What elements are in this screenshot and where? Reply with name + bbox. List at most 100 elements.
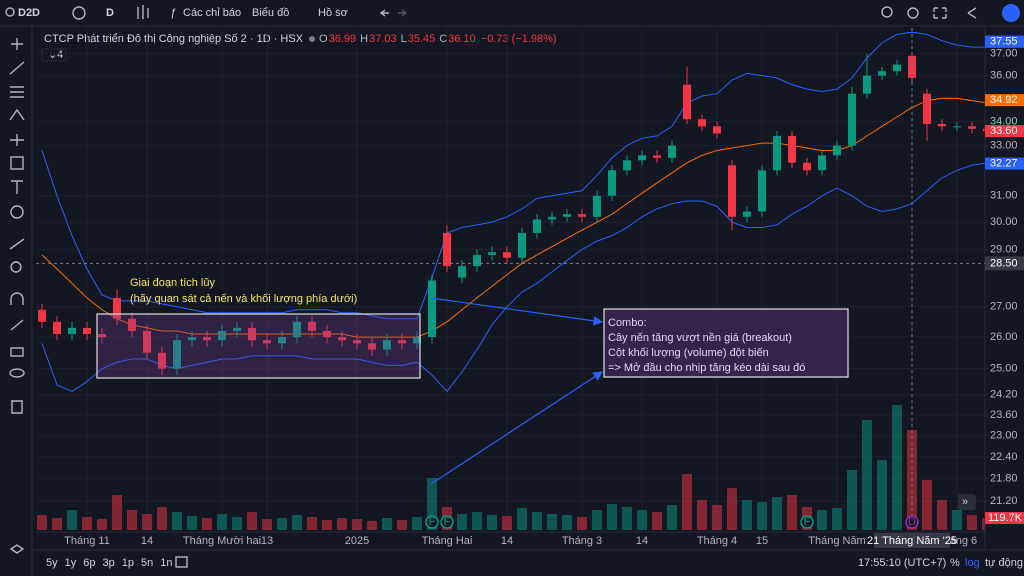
y-tick-label: 27.00 bbox=[990, 301, 1018, 313]
candle-body bbox=[743, 211, 751, 217]
candle-body bbox=[323, 330, 331, 338]
range-button[interactable]: 1y bbox=[65, 557, 77, 569]
y-tick-label: 25.00 bbox=[990, 363, 1018, 375]
replay-icon[interactable] bbox=[881, 6, 893, 18]
combo-line[interactable]: Cột khối lượng (volume) đột biến bbox=[608, 347, 769, 359]
volume-bar bbox=[37, 515, 47, 530]
magnet-tool[interactable] bbox=[10, 292, 24, 305]
indicator-toggle[interactable] bbox=[41, 48, 67, 62]
pattern-tool[interactable] bbox=[9, 108, 25, 121]
delete-tool[interactable] bbox=[11, 400, 23, 414]
indicators[interactable]: Các chỉ báo bbox=[183, 7, 241, 19]
range-button[interactable]: 6p bbox=[83, 557, 95, 569]
arrow-candle[interactable] bbox=[430, 297, 604, 326]
y-tick-label: 26.00 bbox=[990, 331, 1018, 343]
candle-body bbox=[128, 318, 136, 331]
x-tick-label: 2025 bbox=[345, 535, 369, 547]
redo[interactable] bbox=[398, 9, 408, 17]
candle-body bbox=[218, 330, 226, 341]
goto-date[interactable] bbox=[175, 556, 188, 568]
candle-type-icon[interactable] bbox=[137, 5, 149, 19]
text-tool[interactable] bbox=[11, 180, 23, 194]
shape-tool[interactable] bbox=[10, 156, 24, 170]
fib-tool[interactable] bbox=[10, 86, 24, 98]
log-toggle[interactable]: log bbox=[965, 557, 980, 569]
candle-body bbox=[893, 64, 901, 72]
candle-body bbox=[188, 337, 196, 341]
profile[interactable]: Hồ sơ bbox=[318, 7, 348, 19]
auto-toggle[interactable]: tự động bbox=[985, 557, 1023, 569]
top-bar bbox=[0, 0, 1024, 26]
zoom-tool[interactable] bbox=[10, 261, 22, 273]
volume-bar bbox=[157, 507, 167, 530]
candle-body bbox=[203, 337, 211, 341]
add-symbol[interactable] bbox=[72, 6, 86, 20]
y-tick-label: 37.00 bbox=[990, 48, 1018, 60]
visibility-tool[interactable] bbox=[9, 368, 25, 378]
trendline-tool[interactable] bbox=[9, 61, 25, 75]
ruler-tool[interactable] bbox=[9, 238, 25, 250]
scroll-right[interactable] bbox=[958, 494, 976, 510]
volume-bar bbox=[832, 508, 842, 530]
candle-body bbox=[263, 340, 271, 344]
event-marker bbox=[440, 515, 454, 529]
scroll-right-icon[interactable]: » bbox=[962, 496, 968, 508]
interval[interactable]: D bbox=[106, 7, 114, 19]
symbol[interactable]: D2D bbox=[18, 7, 40, 19]
volume-bar bbox=[187, 516, 197, 530]
candle-body bbox=[863, 75, 871, 94]
accumulation-note[interactable]: (hãy quan sát cả nến và khối lượng phía … bbox=[130, 293, 357, 305]
candle-body bbox=[518, 232, 526, 258]
arrow-volume[interactable] bbox=[430, 371, 604, 485]
event-marker bbox=[425, 515, 439, 529]
percent-toggle[interactable]: % bbox=[950, 557, 960, 569]
combo-line[interactable]: Combo: bbox=[608, 317, 647, 329]
search-icon[interactable] bbox=[5, 7, 15, 17]
combo-box[interactable] bbox=[603, 308, 849, 378]
settings-icon[interactable] bbox=[907, 7, 919, 19]
x-tick-label: 14 bbox=[141, 535, 153, 547]
x-tick-label: Tháng Hai bbox=[422, 535, 473, 547]
volume-bar bbox=[952, 510, 962, 530]
range-button[interactable]: 5y bbox=[46, 557, 58, 569]
combo-line[interactable]: Cây nến tăng vượt nền giá (breakout) bbox=[608, 332, 792, 344]
x-tick-label: 14 bbox=[636, 535, 648, 547]
range-button[interactable]: 5n bbox=[141, 557, 153, 569]
volume-bar bbox=[517, 508, 527, 530]
object-tree[interactable] bbox=[9, 544, 25, 554]
legend-key: L bbox=[401, 33, 407, 45]
undo[interactable] bbox=[379, 9, 389, 17]
measure-tool[interactable] bbox=[10, 134, 24, 146]
volume-bar bbox=[772, 497, 782, 530]
accumulation-title[interactable]: Giai đoạn tích lũy bbox=[130, 277, 215, 289]
candle-body bbox=[383, 340, 391, 350]
fullscreen[interactable] bbox=[933, 7, 947, 19]
drawing-tools bbox=[9, 38, 25, 554]
crosshair-price-box bbox=[985, 256, 1024, 271]
range-button[interactable]: 1p bbox=[122, 557, 134, 569]
y-tick-label: 30.00 bbox=[990, 216, 1018, 228]
volume-bar bbox=[922, 480, 932, 530]
indicator-count[interactable]: 4 bbox=[57, 49, 63, 61]
candle-body bbox=[833, 145, 841, 156]
candle-body bbox=[173, 340, 181, 369]
indicator-toggle-arrow[interactable]: ⌄ bbox=[48, 49, 57, 61]
accumulation-box[interactable] bbox=[96, 313, 421, 379]
share[interactable] bbox=[967, 7, 977, 19]
chart-type[interactable]: Biểu đồ bbox=[252, 7, 289, 19]
pencil-lock[interactable] bbox=[10, 319, 24, 331]
candle-body bbox=[563, 214, 571, 217]
range-button[interactable]: 1n bbox=[160, 557, 172, 569]
range-button[interactable]: 3p bbox=[103, 557, 115, 569]
fx-icon[interactable]: ƒ bbox=[170, 7, 176, 19]
account[interactable] bbox=[1002, 4, 1020, 22]
y-tick-label: 36.00 bbox=[990, 70, 1018, 82]
combo-line[interactable]: => Mở đầu cho nhịp tăng kéo dài sau đó bbox=[608, 362, 805, 374]
lock-tool[interactable] bbox=[10, 347, 24, 357]
crosshair-tool[interactable] bbox=[11, 38, 23, 50]
price-tag bbox=[985, 94, 1024, 107]
price-tag-label: 34.92 bbox=[990, 94, 1018, 106]
emoji-tool[interactable] bbox=[10, 205, 24, 219]
y-tick-label: 34.00 bbox=[990, 115, 1018, 127]
volume-bar bbox=[502, 516, 512, 530]
